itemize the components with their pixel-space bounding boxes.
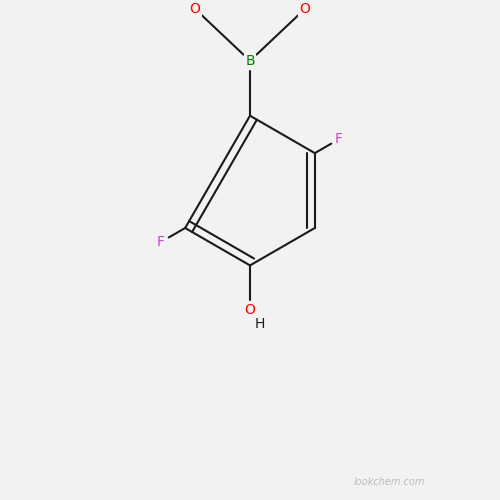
Text: O: O [190, 2, 200, 16]
Text: O: O [244, 304, 256, 318]
Text: H: H [255, 318, 265, 332]
Text: O: O [300, 2, 310, 16]
Text: F: F [335, 132, 343, 146]
Text: F: F [157, 235, 165, 249]
Text: lookchem.com: lookchem.com [354, 477, 426, 487]
Text: B: B [245, 54, 255, 68]
